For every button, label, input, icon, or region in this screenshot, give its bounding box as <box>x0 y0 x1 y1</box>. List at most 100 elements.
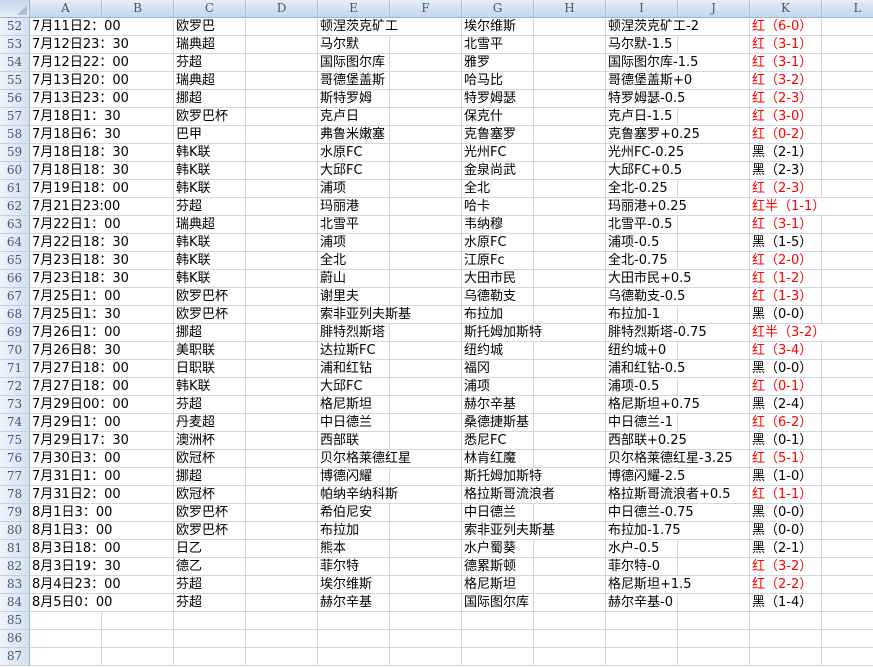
cell-H87[interactable] <box>534 648 606 666</box>
row-header-56[interactable]: 56 <box>0 90 30 108</box>
cell-E72[interactable]: 大邱FC <box>318 378 390 396</box>
cell-E81[interactable]: 熊本 <box>318 540 390 558</box>
cell-F83[interactable] <box>390 576 462 594</box>
cell-J80[interactable] <box>678 522 750 540</box>
cell-F64[interactable] <box>390 234 462 252</box>
cell-H76[interactable] <box>534 450 606 468</box>
cell-F84[interactable] <box>390 594 462 612</box>
cell-E66[interactable]: 蔚山 <box>318 270 390 288</box>
row-header-84[interactable]: 84 <box>0 594 30 612</box>
cell-J68[interactable] <box>678 306 750 324</box>
cell-D53[interactable] <box>246 36 318 54</box>
column-header-J[interactable]: J <box>678 0 750 18</box>
cell-A77[interactable]: 7月31日1：00 <box>30 468 123 486</box>
cell-D84[interactable] <box>246 594 318 612</box>
cell-B76[interactable] <box>102 450 174 468</box>
cell-L76[interactable] <box>822 450 873 468</box>
cell-B84[interactable] <box>102 594 174 612</box>
cell-K58[interactable]: 红（0-2） <box>750 126 822 144</box>
cell-I64[interactable]: 浦项-0.5 <box>606 234 678 252</box>
cell-D56[interactable] <box>246 90 318 108</box>
cell-C79[interactable]: 欧罗巴杯 <box>174 504 246 522</box>
cell-E54[interactable]: 国际图尔库 <box>318 54 390 72</box>
cell-D74[interactable] <box>246 414 318 432</box>
cell-E82[interactable]: 菲尔特 <box>318 558 390 576</box>
cell-I58[interactable]: 克鲁塞罗+0.25 <box>606 126 702 144</box>
cell-G56[interactable]: 特罗姆瑟 <box>462 90 534 108</box>
cell-G59[interactable]: 光州FC <box>462 144 534 162</box>
cell-E63[interactable]: 北雪平 <box>318 216 390 234</box>
cell-B77[interactable] <box>102 468 174 486</box>
cell-D58[interactable] <box>246 126 318 144</box>
cell-L74[interactable] <box>822 414 873 432</box>
cell-C59[interactable]: 韩K联 <box>174 144 246 162</box>
cell-D80[interactable] <box>246 522 318 540</box>
cell-G82[interactable]: 德累斯顿 <box>462 558 534 576</box>
cell-K82[interactable]: 红（3-2） <box>750 558 822 576</box>
cell-L68[interactable] <box>822 306 873 324</box>
row-header-63[interactable]: 63 <box>0 216 30 234</box>
cell-L75[interactable] <box>822 432 873 450</box>
cell-D71[interactable] <box>246 360 318 378</box>
cell-C63[interactable]: 瑞典超 <box>174 216 246 234</box>
cell-C87[interactable] <box>174 648 246 666</box>
cell-C80[interactable]: 欧罗巴杯 <box>174 522 246 540</box>
row-header-83[interactable]: 83 <box>0 576 30 594</box>
cell-L65[interactable] <box>822 252 873 270</box>
cell-G58[interactable]: 克鲁塞罗 <box>462 126 534 144</box>
cell-C62[interactable]: 芬超 <box>174 198 246 216</box>
cell-C60[interactable]: 韩K联 <box>174 162 246 180</box>
cell-E75[interactable]: 西部联 <box>318 432 390 450</box>
row-header-87[interactable]: 87 <box>0 648 30 666</box>
cell-I66[interactable]: 大田市民+0.5 <box>606 270 694 288</box>
cell-C52[interactable]: 欧罗巴 <box>174 18 246 36</box>
cell-L82[interactable] <box>822 558 873 576</box>
cell-I72[interactable]: 浦项-0.5 <box>606 378 678 396</box>
cell-F72[interactable] <box>390 378 462 396</box>
cell-J59[interactable] <box>678 144 750 162</box>
cell-E78[interactable]: 帕纳辛纳科斯 <box>318 486 401 504</box>
column-header-C[interactable]: C <box>174 0 246 18</box>
cell-L79[interactable] <box>822 504 873 522</box>
cell-K86[interactable] <box>750 630 822 648</box>
cell-J52[interactable] <box>678 18 750 36</box>
cell-K59[interactable]: 黑（2-1） <box>750 144 822 162</box>
cell-F85[interactable] <box>390 612 462 630</box>
cell-F82[interactable] <box>390 558 462 576</box>
cell-C54[interactable]: 芬超 <box>174 54 246 72</box>
cell-H85[interactable] <box>534 612 606 630</box>
cell-L83[interactable] <box>822 576 873 594</box>
cell-F71[interactable] <box>390 360 462 378</box>
cell-I57[interactable]: 克卢日-1.5 <box>606 108 678 126</box>
cell-E61[interactable]: 浦项 <box>318 180 390 198</box>
cell-F65[interactable] <box>390 252 462 270</box>
cell-L70[interactable] <box>822 342 873 360</box>
cell-D67[interactable] <box>246 288 318 306</box>
cell-G75[interactable]: 悉尼FC <box>462 432 534 450</box>
cell-B86[interactable] <box>102 630 174 648</box>
cell-F68[interactable] <box>390 306 462 324</box>
cell-E84[interactable]: 赫尔辛基 <box>318 594 390 612</box>
cell-C83[interactable]: 芬超 <box>174 576 246 594</box>
row-header-65[interactable]: 65 <box>0 252 30 270</box>
cell-F78[interactable] <box>390 486 462 504</box>
cell-A53[interactable]: 7月12日23：30 <box>30 36 131 54</box>
cell-K74[interactable]: 红（6-2） <box>750 414 822 432</box>
cell-F73[interactable] <box>390 396 462 414</box>
cell-I65[interactable]: 全北-0.75 <box>606 252 678 270</box>
cell-D54[interactable] <box>246 54 318 72</box>
cell-A66[interactable]: 7月23日18：30 <box>30 270 131 288</box>
cell-K83[interactable]: 红（2-2） <box>750 576 822 594</box>
cell-C71[interactable]: 日职联 <box>174 360 246 378</box>
cell-F56[interactable] <box>390 90 462 108</box>
cell-B52[interactable] <box>102 18 174 36</box>
cell-F54[interactable] <box>390 54 462 72</box>
cell-C58[interactable]: 巴甲 <box>174 126 246 144</box>
cell-C84[interactable]: 芬超 <box>174 594 246 612</box>
cell-E83[interactable]: 埃尔维斯 <box>318 576 390 594</box>
cell-D83[interactable] <box>246 576 318 594</box>
cell-K53[interactable]: 红（3-1） <box>750 36 822 54</box>
cell-D85[interactable] <box>246 612 318 630</box>
cell-L57[interactable] <box>822 108 873 126</box>
cell-B58[interactable] <box>102 126 174 144</box>
